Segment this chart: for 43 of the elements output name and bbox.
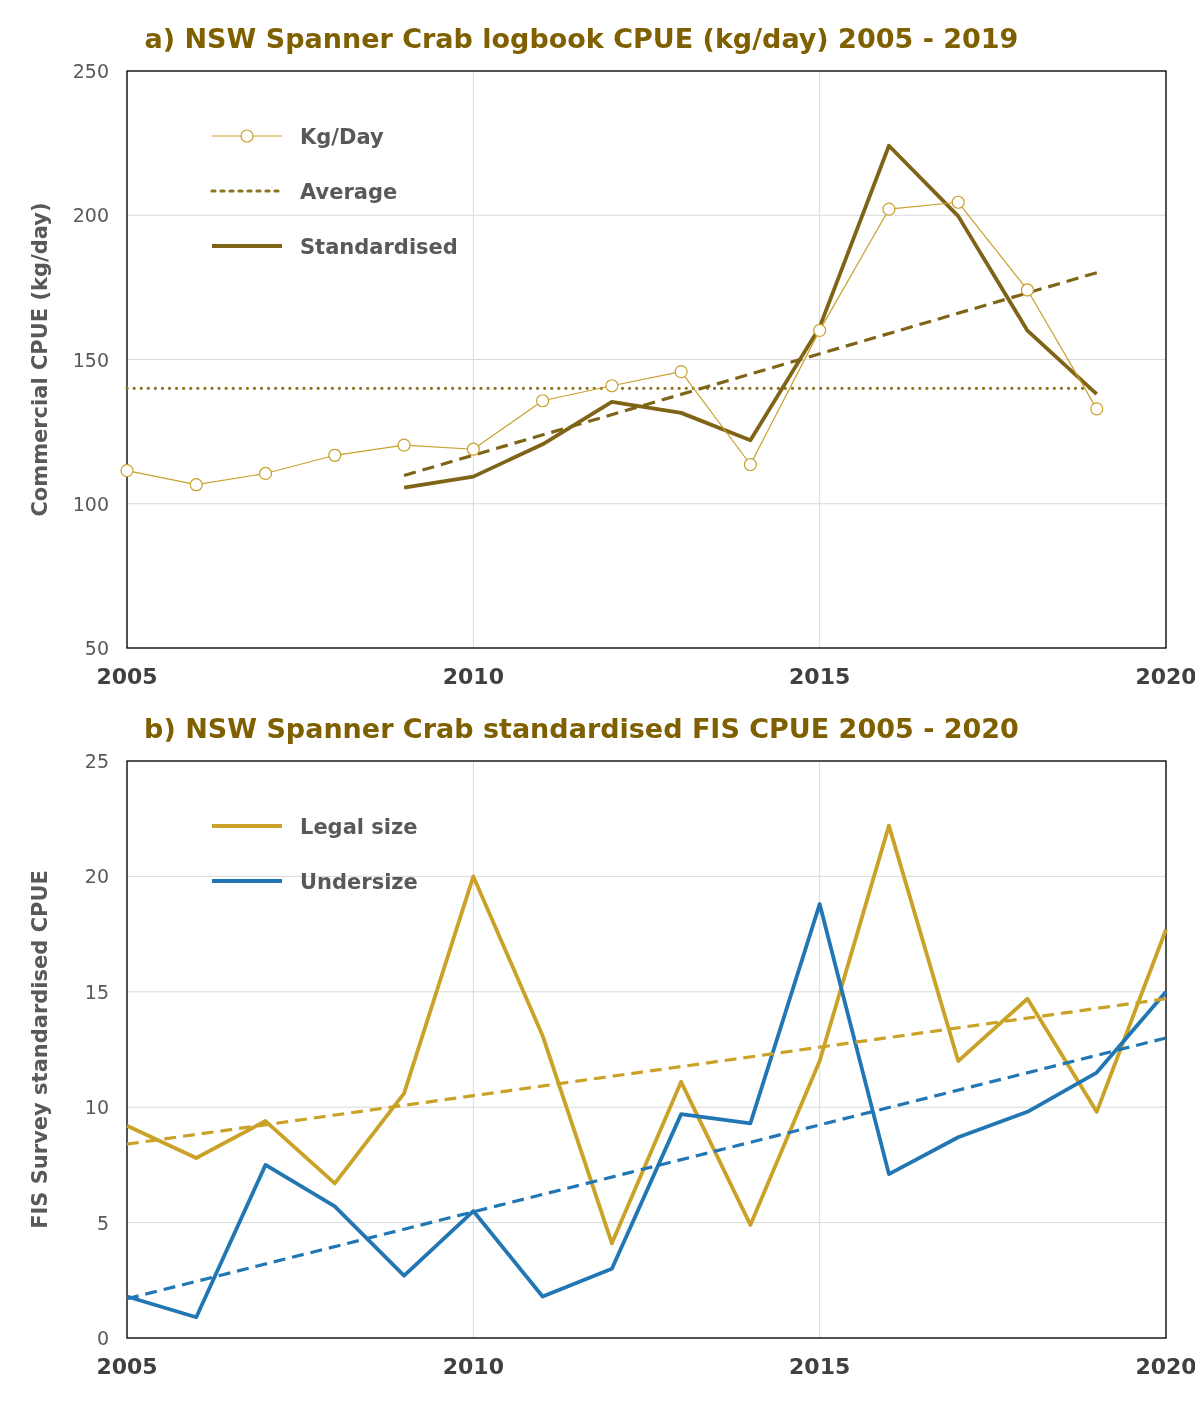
x-tick-label: 2005 bbox=[96, 1354, 158, 1379]
x-tick-label: 2015 bbox=[789, 1354, 851, 1379]
point bbox=[1090, 402, 1104, 416]
point bbox=[674, 365, 688, 379]
x-tick-label: 2015 bbox=[789, 664, 851, 689]
point bbox=[605, 379, 619, 393]
point bbox=[466, 442, 480, 456]
point bbox=[813, 323, 827, 337]
x-tick-label: 2020 bbox=[1135, 664, 1197, 689]
y-tick-label: 250 bbox=[72, 60, 109, 82]
point bbox=[882, 202, 896, 216]
y-tick-label: 0 bbox=[96, 1327, 109, 1349]
y-axis-title: FIS Survey standardised CPUE bbox=[28, 870, 52, 1229]
legend-label: Undersize bbox=[300, 870, 418, 894]
y-tick-label: 10 bbox=[84, 1096, 109, 1119]
point bbox=[536, 394, 550, 408]
y-tick-label: 15 bbox=[84, 980, 109, 1003]
chart-title: b) NSW Spanner Crab standardised FIS CPUE 2005 - 2020 bbox=[144, 713, 1019, 744]
legend-label: Average bbox=[300, 180, 398, 204]
point bbox=[189, 478, 203, 492]
point bbox=[1020, 283, 1035, 297]
chart-title: a) NSW Spanner Crab logbook CPUE (kg/day) 2005 - 2019 bbox=[144, 23, 1019, 54]
y-tick-label: 20 bbox=[84, 865, 109, 888]
legend-label: Standardised bbox=[300, 235, 458, 259]
legend-label: Kg/Day bbox=[300, 125, 384, 149]
x-tick-label: 2020 bbox=[1135, 1354, 1197, 1379]
y-tick-label: 5 bbox=[96, 1211, 109, 1234]
point bbox=[397, 438, 411, 452]
x-tick-label: 2010 bbox=[442, 1354, 504, 1379]
x-tick-label: 2010 bbox=[442, 664, 504, 689]
x-tick-label: 2005 bbox=[96, 664, 158, 689]
point bbox=[328, 448, 342, 462]
y-tick-label: 100 bbox=[72, 492, 109, 515]
y-tick-label: 50 bbox=[84, 637, 109, 659]
point bbox=[258, 466, 273, 481]
y-tick-label: 25 bbox=[84, 750, 109, 772]
y-tick-label: 200 bbox=[72, 204, 109, 227]
legend-label: Legal size bbox=[300, 815, 418, 839]
point bbox=[743, 457, 757, 472]
point bbox=[120, 463, 134, 478]
point bbox=[951, 195, 965, 209]
y-axis-title: Commercial CPUE (kg/day) bbox=[28, 202, 52, 517]
y-tick-label: 150 bbox=[72, 348, 109, 371]
